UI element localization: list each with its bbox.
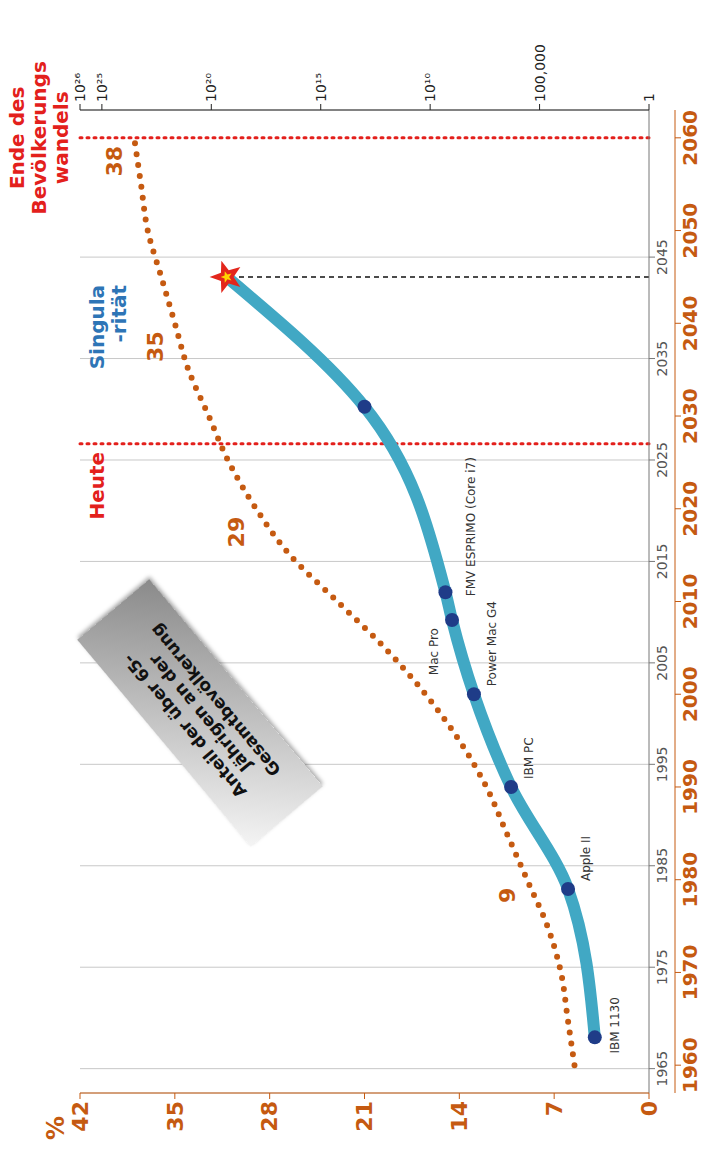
svg-text:29: 29 (224, 517, 249, 548)
svg-text:10²⁶: 10²⁶ (72, 73, 88, 102)
svg-text:IBM 1130: IBM 1130 (608, 997, 622, 1053)
svg-text:Mac Pro: Mac Pro (427, 628, 441, 675)
svg-text:2030: 2030 (678, 388, 702, 444)
svg-text:Apple II: Apple II (579, 836, 593, 881)
svg-text:7: 7 (542, 1101, 567, 1116)
svg-text:Singula-rität: Singula-rität (85, 284, 131, 369)
svg-text:2045: 2045 (654, 239, 670, 275)
svg-text:FMV ESPRIMO (Core i7): FMV ESPRIMO (Core i7) (464, 457, 478, 596)
svg-text:Heute: Heute (85, 452, 109, 520)
svg-text:2040: 2040 (678, 295, 702, 351)
svg-text:42: 42 (68, 1101, 93, 1132)
svg-text:10¹⁰: 10¹⁰ (422, 73, 438, 102)
svg-text:10¹⁵: 10¹⁵ (313, 73, 329, 102)
svg-text:28: 28 (257, 1101, 282, 1132)
svg-text:100,000: 100,000 (532, 44, 548, 102)
svg-text:1995: 1995 (654, 746, 670, 782)
html-text:Anteil der über 65- Jährigen a: Anteil der über 65- Jährigen an der Gesa… (118, 620, 285, 802)
svg-text:10²⁵: 10²⁵ (94, 73, 110, 102)
svg-text:2060: 2060 (678, 110, 702, 166)
svg-text:9: 9 (495, 888, 520, 903)
svg-text:2000: 2000 (678, 666, 702, 722)
svg-text:38: 38 (102, 146, 127, 177)
svg-text:1985: 1985 (654, 848, 670, 884)
svg-text:1: 1 (641, 93, 657, 102)
svg-text:35: 35 (163, 1101, 188, 1132)
svg-text:2025: 2025 (654, 442, 670, 478)
svg-text:2020: 2020 (678, 481, 702, 537)
svg-text:14: 14 (447, 1101, 472, 1132)
svg-text:Ende desBevölkerungswandels: Ende desBevölkerungswandels (5, 61, 73, 214)
svg-text:2015: 2015 (654, 544, 670, 580)
svg-text:0: 0 (637, 1101, 662, 1116)
svg-text:2035: 2035 (654, 341, 670, 377)
svg-text:1980: 1980 (678, 852, 702, 908)
svg-text:1990: 1990 (678, 759, 702, 815)
svg-text:1965: 1965 (654, 1051, 670, 1087)
svg-text:2050: 2050 (678, 203, 702, 259)
svg-text:%: % (42, 1116, 70, 1140)
svg-text:1970: 1970 (678, 945, 702, 1001)
svg-text:1975: 1975 (654, 949, 670, 985)
svg-text:2005: 2005 (654, 645, 670, 681)
svg-text:IBM PC: IBM PC (522, 737, 536, 779)
svg-text:1960: 1960 (678, 1037, 702, 1093)
svg-text:10²⁰: 10²⁰ (203, 73, 219, 102)
svg-text:35: 35 (143, 331, 168, 362)
svg-text:Power Mac G4: Power Mac G4 (485, 601, 499, 686)
svg-text:2010: 2010 (678, 574, 702, 630)
svg-text:21: 21 (352, 1101, 377, 1132)
